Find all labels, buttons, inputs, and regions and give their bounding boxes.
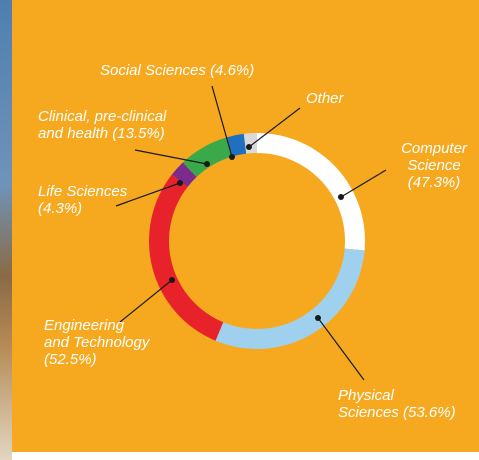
leader-dot (229, 154, 235, 160)
segment-label: Clinical, pre-clinical and health (13.5%… (38, 108, 208, 142)
leader-line (317, 317, 365, 381)
leader-dot (177, 180, 183, 186)
category-name: Social Sciences (100, 62, 206, 79)
donut-segment (182, 137, 233, 178)
segment-label: Engineering and Technology (52.5%) (44, 317, 174, 368)
ring (149, 133, 365, 349)
category-name: Computer Science (401, 140, 467, 174)
photo-edge (0, 0, 12, 460)
donut-segment (171, 162, 197, 187)
category-name: Engineering and Technology (44, 317, 150, 351)
segment-label: Other (306, 90, 366, 107)
category-name: Life Sciences (38, 183, 128, 200)
leader-line (340, 169, 387, 198)
leader-dots (169, 144, 344, 321)
category-name: Clinical, pre-clinical and health (38, 108, 167, 142)
category-name: Physical Sciences (338, 387, 399, 421)
leader-line (115, 182, 181, 207)
leader-line (248, 107, 301, 148)
leader-line (211, 85, 233, 158)
donut-segment (226, 133, 247, 157)
category-name: Other (306, 90, 344, 107)
leader-line (134, 149, 208, 165)
segment-label: Social Sciences (4.6%) (100, 62, 300, 79)
donut-segment (257, 133, 365, 251)
leader-dot (204, 161, 210, 167)
segment-label: Life Sciences (4.3%) (38, 183, 138, 217)
leader-dot (169, 277, 175, 283)
value-label: (4.3%) (38, 200, 83, 217)
leader-dot (246, 144, 252, 150)
segment-label: Physical Sciences (53.6%) (338, 387, 468, 421)
value-label: (53.6%) (403, 404, 456, 421)
value-label: (13.5%) (112, 125, 165, 142)
segment-label: Computer Science (47.3%) (388, 140, 479, 191)
value-label: (47.3%) (407, 174, 461, 191)
leader-line (119, 279, 173, 323)
leader-dot (315, 315, 321, 321)
value-label: (52.5%) (44, 351, 97, 368)
leader-dot (338, 194, 344, 200)
donut-segment (215, 248, 365, 349)
value-label: (4.6%) (210, 62, 255, 79)
donut-segment (149, 174, 224, 341)
leader-lines (115, 85, 387, 381)
panel (12, 0, 479, 452)
